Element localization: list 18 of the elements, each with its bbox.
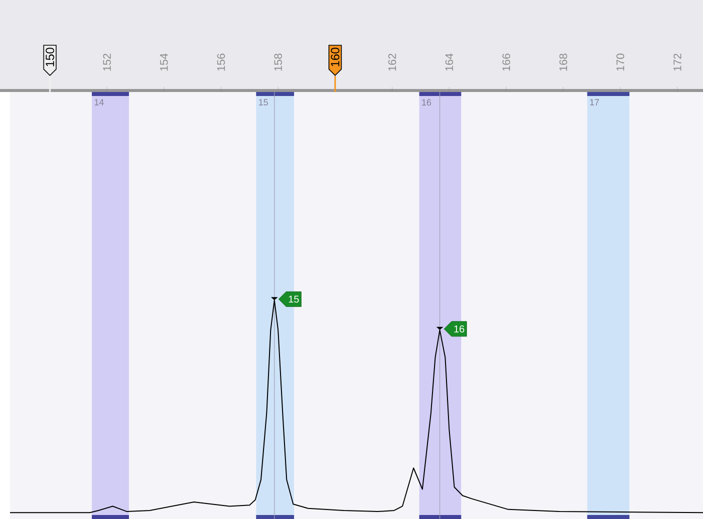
x-tick-label: 158 [274,54,282,71]
x-tick-label: 170 [616,54,624,71]
band-label: 16 [422,99,432,106]
annotation: 16 [454,325,464,332]
x-tick-label: 168 [559,54,568,71]
x-tick-label: 172 [674,54,682,71]
band-label: 14 [94,99,104,106]
x-tick-label: 166 [502,54,510,71]
annotation: 15 [288,296,299,303]
band-label: 17 [590,99,599,106]
band-label: 15 [259,99,268,106]
ref-line-label: 150 [46,48,54,66]
ref-line-label: 160 [330,48,340,66]
x-tick-label: 154 [160,54,168,71]
x-tick-label: 164 [445,54,454,71]
x-tick-label: 152 [103,54,111,71]
x-tick-label: 162 [388,54,396,71]
x-tick-label: 156 [217,54,225,71]
